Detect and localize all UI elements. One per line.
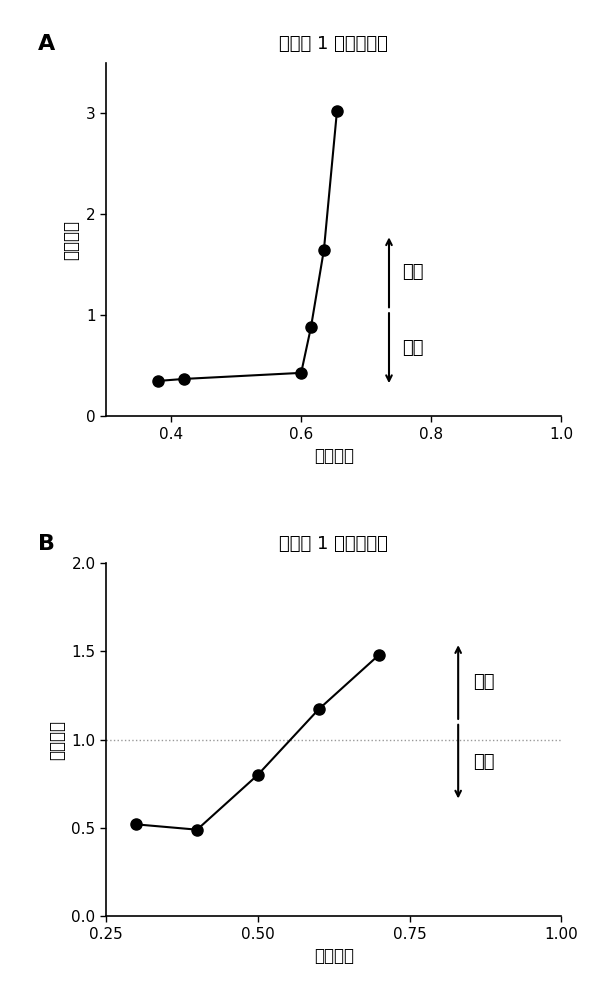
Y-axis label: 合用指数: 合用指数 [48,720,66,760]
X-axis label: 分级效应: 分级效应 [314,947,354,965]
Text: B: B [37,534,55,554]
Text: 拮抗: 拮抗 [402,263,424,281]
Text: 拮抗: 拮抗 [473,673,495,691]
Text: 协同: 协同 [402,339,424,357]
Title: 实施例 1 和地塞米松: 实施例 1 和地塞米松 [280,535,388,553]
Text: 协同: 协同 [473,753,495,771]
Title: 实施例 1 和硬替佐米: 实施例 1 和硬替佐米 [280,35,388,53]
X-axis label: 分级效应: 分级效应 [314,447,354,465]
Text: A: A [37,34,55,54]
Y-axis label: 合用指数: 合用指数 [63,220,80,260]
